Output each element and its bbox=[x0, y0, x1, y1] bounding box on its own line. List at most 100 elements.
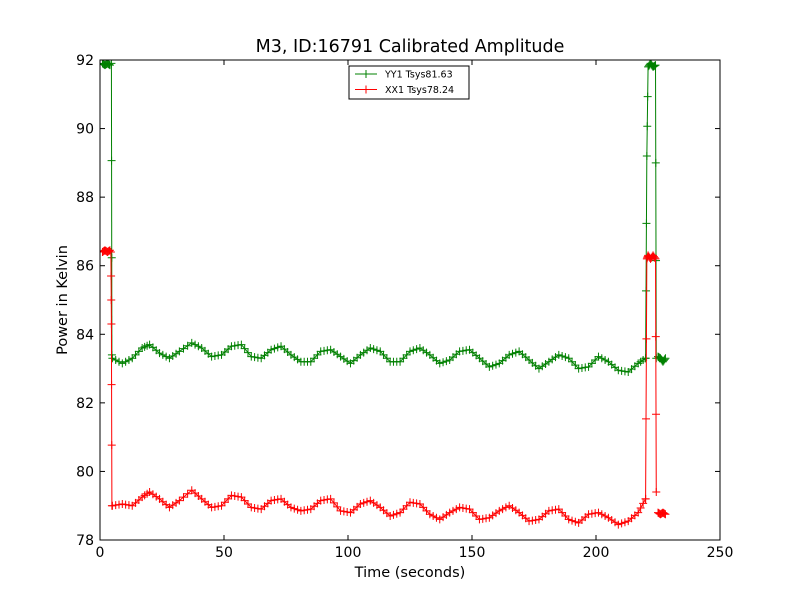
data-point-marker bbox=[617, 519, 626, 528]
data-point-marker bbox=[386, 512, 395, 520]
data-point-marker bbox=[210, 502, 219, 511]
data-point-marker bbox=[617, 366, 626, 375]
data-point-marker bbox=[191, 340, 200, 349]
data-point-marker bbox=[105, 246, 114, 255]
legend-frame bbox=[348, 65, 470, 100]
data-point-marker bbox=[366, 344, 375, 352]
data-point-marker bbox=[587, 359, 596, 368]
data-point-marker bbox=[472, 512, 481, 520]
x-axis-label: Time (seconds) bbox=[354, 565, 466, 581]
data-point-marker bbox=[614, 520, 623, 529]
x-tick-label: 0 bbox=[96, 545, 105, 561]
data-point-marker bbox=[376, 347, 385, 356]
data-point-marker bbox=[435, 359, 444, 368]
data-point-marker bbox=[253, 504, 262, 513]
data-point-marker bbox=[107, 380, 116, 389]
data-point-marker bbox=[495, 506, 504, 515]
data-point-marker bbox=[422, 506, 431, 515]
data-point-marker bbox=[316, 347, 325, 356]
data-point-marker bbox=[379, 350, 388, 359]
data-point-marker bbox=[183, 341, 192, 350]
data-point-marker bbox=[594, 352, 603, 361]
data-point-marker bbox=[448, 506, 457, 515]
data-point-marker bbox=[356, 500, 365, 508]
data-point-marker bbox=[574, 364, 583, 373]
data-point-marker bbox=[290, 504, 299, 513]
data-point-marker bbox=[267, 496, 276, 505]
data-point-marker bbox=[372, 346, 381, 355]
data-point-marker bbox=[505, 350, 514, 359]
data-point-marker bbox=[458, 346, 467, 355]
data-point-marker bbox=[419, 503, 428, 512]
y-tick-label: 80 bbox=[76, 464, 94, 480]
data-point-marker bbox=[273, 343, 282, 352]
data-point-marker bbox=[396, 508, 405, 517]
x-axis: 0 50 100 150 200 250 bbox=[96, 60, 733, 561]
data-point-marker bbox=[439, 358, 448, 367]
data-point-marker bbox=[584, 362, 593, 371]
data-point-marker bbox=[316, 496, 325, 505]
data-point-marker bbox=[561, 512, 570, 520]
data-point-marker bbox=[429, 512, 438, 520]
data-point-marker bbox=[564, 515, 573, 524]
data-point-marker bbox=[399, 354, 408, 363]
x-tick-label: 150 bbox=[459, 545, 486, 561]
data-point-marker bbox=[614, 366, 623, 375]
data-point-marker bbox=[105, 246, 114, 255]
data-point-marker bbox=[660, 509, 669, 518]
data-point-marker bbox=[462, 504, 471, 513]
data-point-marker bbox=[118, 500, 127, 508]
y-tick-label: 88 bbox=[76, 190, 94, 206]
data-point-marker bbox=[343, 508, 352, 516]
data-point-marker bbox=[642, 334, 651, 343]
data-point-marker bbox=[485, 362, 494, 371]
data-point-marker bbox=[158, 350, 167, 359]
data-point-marker bbox=[651, 158, 660, 167]
data-point-marker bbox=[131, 350, 140, 359]
data-point-marker bbox=[359, 498, 368, 507]
data-point-marker bbox=[601, 512, 610, 520]
data-point-marker bbox=[217, 501, 226, 510]
data-point-marker bbox=[412, 499, 421, 508]
data-point-marker bbox=[652, 410, 661, 419]
data-point-marker bbox=[455, 503, 464, 512]
data-point-marker bbox=[445, 508, 454, 517]
y-axis: 78 80 82 84 86 88 90 92 bbox=[76, 53, 720, 549]
data-point-marker bbox=[124, 356, 133, 364]
data-point-marker bbox=[620, 518, 629, 527]
x-tick-label: 200 bbox=[583, 545, 610, 561]
data-point-marker bbox=[320, 346, 329, 355]
data-point-marker bbox=[525, 517, 534, 526]
data-point-marker bbox=[558, 508, 567, 517]
data-point-marker bbox=[597, 354, 606, 363]
data-point-marker bbox=[558, 352, 567, 360]
data-point-marker bbox=[234, 492, 243, 501]
legend: YY1 Tsys81.63 XX1 Tsys78.24 bbox=[348, 65, 470, 100]
data-point-marker bbox=[597, 510, 606, 519]
data-point-marker bbox=[498, 505, 507, 514]
data-point-marker bbox=[661, 510, 670, 519]
data-point-marker bbox=[250, 353, 259, 362]
data-point-marker bbox=[554, 350, 563, 359]
data-point-marker bbox=[399, 505, 408, 514]
data-point-marker bbox=[107, 441, 116, 450]
data-point-marker bbox=[369, 345, 378, 354]
data-point-marker bbox=[124, 501, 133, 510]
data-point-marker bbox=[187, 338, 196, 347]
data-point-marker bbox=[175, 347, 184, 356]
chart-title: M3, ID:16791 Calibrated Amplitude bbox=[256, 37, 565, 57]
data-point-marker bbox=[214, 502, 223, 511]
data-point-marker bbox=[561, 353, 570, 362]
data-point-marker bbox=[571, 361, 580, 370]
data-point-marker bbox=[415, 500, 424, 508]
data-point-marker bbox=[105, 61, 114, 70]
data-point-marker bbox=[207, 352, 216, 361]
data-point-marker bbox=[581, 363, 590, 372]
data-point-marker bbox=[409, 498, 418, 507]
data-point-marker bbox=[491, 360, 500, 369]
data-point-marker bbox=[247, 352, 256, 361]
data-point-marker bbox=[106, 248, 115, 256]
data-point-marker bbox=[273, 495, 282, 504]
data-point-marker bbox=[409, 346, 418, 355]
